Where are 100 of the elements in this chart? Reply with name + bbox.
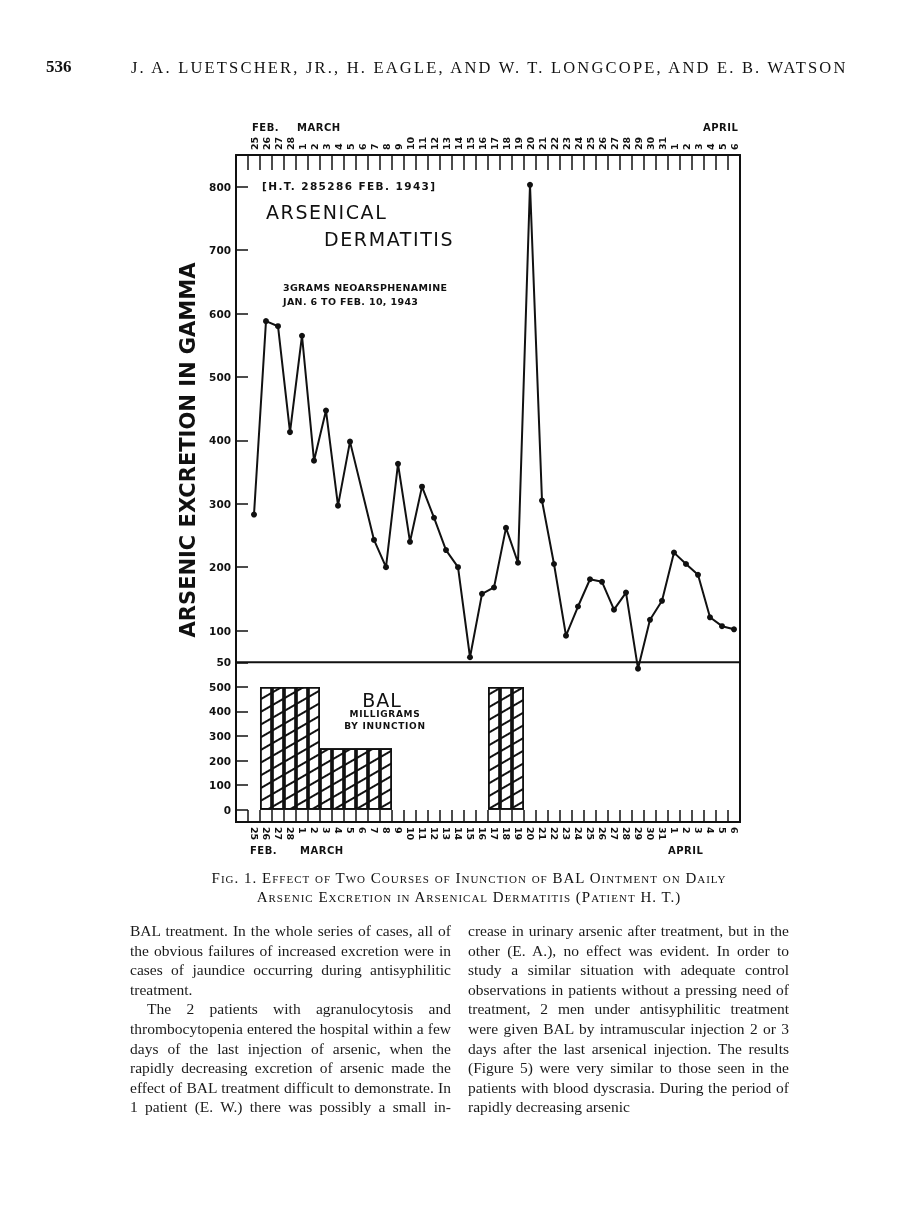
x-tick-label: 2 xyxy=(308,827,320,834)
x-tick-label: 7 xyxy=(368,143,380,150)
x-tick-label: 22 xyxy=(548,136,560,150)
x-tick-label: 30 xyxy=(644,136,656,150)
x-tick-label: 14 xyxy=(452,136,464,150)
point xyxy=(395,460,401,467)
point xyxy=(527,181,533,188)
point xyxy=(467,654,473,661)
y-tick-label: 500 xyxy=(209,370,231,383)
x-tick-label: 4 xyxy=(704,827,716,834)
point xyxy=(299,332,305,339)
x-tick-label: 17 xyxy=(488,827,500,841)
point xyxy=(263,318,269,325)
x-tick-label: 19 xyxy=(512,136,524,150)
x-tick-label: 19 xyxy=(512,827,524,841)
x-tick-label: 25 xyxy=(248,827,260,841)
text: APRIL xyxy=(668,845,704,856)
x-tick-label: 6 xyxy=(728,143,740,150)
x-tick-label: 26 xyxy=(596,827,608,841)
x-tick-label: 21 xyxy=(536,827,548,841)
x-tick-label: 26 xyxy=(596,136,608,150)
x-tick-label: 3 xyxy=(320,143,332,150)
x-tick-label: 18 xyxy=(500,827,512,841)
point xyxy=(611,606,617,613)
x-tick-label: 1 xyxy=(296,827,308,834)
x-tick-label: 27 xyxy=(272,827,284,841)
point xyxy=(371,536,377,543)
point xyxy=(587,576,593,583)
text: FEB. xyxy=(250,845,278,856)
text: BAL xyxy=(362,689,402,711)
x-tick-label: 25 xyxy=(584,136,596,150)
x-tick-label: 25 xyxy=(584,827,596,841)
point xyxy=(251,511,257,518)
text: 536 xyxy=(46,57,72,77)
text: MARCH xyxy=(297,122,341,133)
x-tick-label: 18 xyxy=(500,136,512,150)
point xyxy=(491,584,497,591)
x-tick-label: 31 xyxy=(656,827,668,841)
y-tick-label: 700 xyxy=(209,244,231,257)
point xyxy=(671,549,677,556)
x-tick-label: 11 xyxy=(416,136,428,150)
y-tick-label: 400 xyxy=(209,705,231,718)
x-tick-label: 27 xyxy=(608,136,620,150)
x-tick-label: 30 xyxy=(644,827,656,841)
point xyxy=(683,561,689,568)
x-tick-label: 29 xyxy=(632,136,644,150)
point xyxy=(323,407,329,414)
y-tick-label: 500 xyxy=(209,680,231,693)
y-tick-label: 200 xyxy=(209,754,231,767)
point xyxy=(539,497,545,504)
text: MARCH xyxy=(300,845,344,856)
x-tick-label: 4 xyxy=(704,143,716,150)
point xyxy=(575,603,581,610)
x-tick-label: 15 xyxy=(464,136,476,150)
x-tick-label: 6 xyxy=(356,827,368,834)
x-tick-label: 28 xyxy=(620,136,632,150)
x-tick-label: 20 xyxy=(524,136,536,150)
x-tick-label: 12 xyxy=(428,136,440,150)
y-tick-label: 400 xyxy=(209,434,231,447)
x-tick-label: 5 xyxy=(716,143,728,150)
x-tick-label: 10 xyxy=(404,827,416,841)
y-tick-label: 0 xyxy=(223,803,231,816)
x-tick-label: 11 xyxy=(416,827,428,841)
text: J. A. LUETSCHER, JR., H. EAGLE, AND W. T. LONGCOPE, AND E. B. WATSON xyxy=(131,58,848,78)
point xyxy=(311,457,317,464)
x-tick-label: 3 xyxy=(692,827,704,834)
text: BAL treatment. In the whole series of cases, all of the obvious failures of increased excretion were in cases of jaundice occurring during antisyphilitic treatment. xyxy=(130,921,451,1000)
y-tick-label: 100 xyxy=(209,624,231,637)
x-tick-label: 23 xyxy=(560,136,572,150)
x-tick-label: 2 xyxy=(680,827,692,834)
x-tick-label: 5 xyxy=(716,827,728,834)
x-tick-label: 20 xyxy=(524,827,536,841)
point xyxy=(431,514,437,521)
x-tick-label: 8 xyxy=(380,827,392,834)
x-tick-label: 1 xyxy=(296,143,308,150)
caption: Fig. 1. Effect of Two Courses of Inunction of BAL Ointment on Daily Arsenic Excretion in Arsenical Dermatitis (Patient H. T.) xyxy=(210,869,728,906)
x-tick-label: 13 xyxy=(440,827,452,841)
x-tick-label: 21 xyxy=(536,136,548,150)
x-tick-label: 10 xyxy=(404,136,416,150)
text: 3GRAMS NEOARSPHENAMINE JAN. 6 TO FEB. 10, 1943 xyxy=(283,281,448,309)
y-tick-label: 300 xyxy=(209,497,231,510)
text: MILLIGRAMS BY INUNCTION xyxy=(343,709,427,732)
x-tick-label: 7 xyxy=(368,827,380,834)
x-tick-label: 6 xyxy=(356,143,368,150)
y-tick-label: 800 xyxy=(209,180,231,193)
point xyxy=(479,590,485,597)
point xyxy=(419,483,425,490)
x-tick-label: 5 xyxy=(344,143,356,150)
x-tick-label: 27 xyxy=(608,827,620,841)
y-tick-label: 50 xyxy=(216,656,231,669)
x-tick-label: 26 xyxy=(260,136,272,150)
x-tick-label: 26 xyxy=(260,827,272,841)
point xyxy=(551,561,557,568)
x-tick-label: 1 xyxy=(668,143,680,150)
point xyxy=(515,559,521,566)
x-tick-label: 3 xyxy=(320,827,332,834)
x-tick-label: 16 xyxy=(476,136,488,150)
x-tick-label: 12 xyxy=(428,827,440,841)
x-tick-label: 17 xyxy=(488,136,500,150)
x-tick-label: 28 xyxy=(620,827,632,841)
